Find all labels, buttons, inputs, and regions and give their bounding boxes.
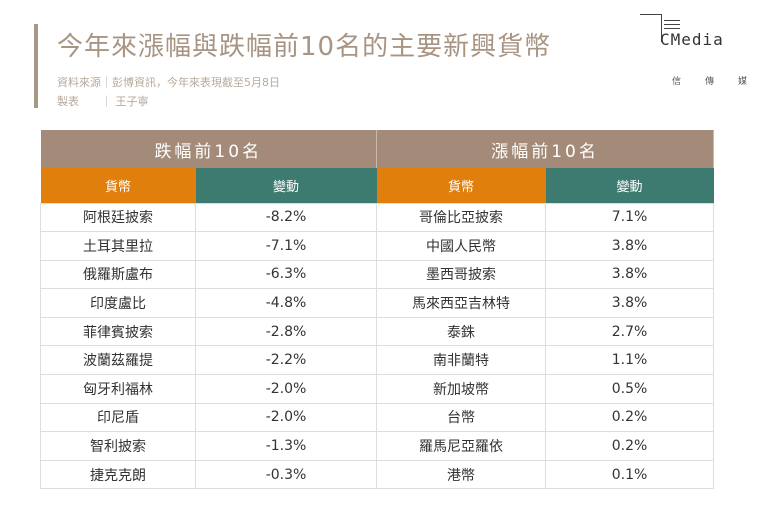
- logo-char: 信: [672, 77, 682, 87]
- gainer-currency: 新加坡幣: [376, 374, 547, 404]
- gainer-currency: 南非蘭特: [376, 345, 547, 376]
- loser-change: -0.3%: [194, 459, 378, 490]
- loser-currency: 波蘭茲羅提: [40, 345, 196, 376]
- gainer-change: 0.2%: [545, 431, 715, 461]
- loser-currency: 智利披索: [40, 431, 196, 461]
- gainer-currency: 港幣: [376, 459, 547, 490]
- loser-change: -1.3%: [194, 431, 378, 461]
- gainer-change: 3.8%: [545, 259, 715, 290]
- loser-change: -6.3%: [194, 259, 378, 290]
- loser-change: -7.1%: [194, 231, 378, 261]
- table-row: 土耳其里拉 -7.1% 中國人民幣 3.8%: [40, 231, 715, 261]
- gainer-change: 3.8%: [545, 231, 715, 261]
- table-row: 波蘭茲羅提 -2.2% 南非蘭特 1.1%: [40, 345, 715, 376]
- loser-currency: 土耳其里拉: [40, 231, 196, 261]
- table-row: 印尼盾 -2.0% 台幣 0.2%: [40, 402, 715, 433]
- currency-table: 跌幅前10名 漲幅前10名 貨幣 變動 貨幣 變動 阿根廷披索 -8.2% 哥倫比亞…: [40, 130, 715, 490]
- author-line: 製表 ｜ 王子寧: [57, 95, 149, 108]
- gainer-change: 7.1%: [545, 202, 715, 233]
- gainers-currency-header: 貨幣: [376, 168, 546, 203]
- gainer-currency: 泰銖: [376, 316, 547, 347]
- loser-change: -8.2%: [194, 202, 378, 233]
- losers-header: 跌幅前10名: [40, 130, 378, 168]
- gainer-currency: 哥倫比亞披索: [376, 202, 547, 233]
- gainer-currency: 馬來西亞吉林特: [376, 288, 547, 318]
- gainers-change-header: 變動: [545, 168, 714, 203]
- loser-currency: 捷克克朗: [40, 459, 196, 490]
- gainer-currency: 羅馬尼亞羅依: [376, 431, 547, 461]
- gainer-change: 1.1%: [545, 345, 715, 376]
- loser-change: -2.0%: [194, 374, 378, 404]
- gainers-header: 漲幅前10名: [376, 130, 715, 168]
- loser-currency: 印度盧比: [40, 288, 196, 318]
- loser-change: -2.2%: [194, 345, 378, 376]
- logo-char: 媒: [738, 77, 748, 87]
- loser-currency: 阿根廷披索: [40, 202, 196, 233]
- loser-currency: 菲律賓披索: [40, 316, 196, 347]
- gainer-change: 0.1%: [545, 459, 715, 490]
- gainer-currency: 台幣: [376, 402, 547, 433]
- source-line: 資料來源｜彭博資訊，今年來表現截至5月8日: [57, 76, 280, 89]
- loser-currency: 匈牙利福林: [40, 374, 196, 404]
- gainer-change: 3.8%: [545, 288, 715, 318]
- table-row: 菲律賓披索 -2.8% 泰銖 2.7%: [40, 316, 715, 347]
- gainer-change: 2.7%: [545, 316, 715, 347]
- cmedia-logo: CMedia 信 傳 媒: [640, 14, 750, 87]
- logo-text: CMedia: [660, 30, 724, 49]
- table-row: 俄羅斯盧布 -6.3% 墨西哥披索 3.8%: [40, 259, 715, 290]
- page-title: 今年來漲幅與跌幅前10名的主要新興貨幣: [57, 32, 552, 62]
- table-row: 捷克克朗 -0.3% 港幣 0.1%: [40, 459, 715, 490]
- table-row: 智利披索 -1.3% 羅馬尼亞羅依 0.2%: [40, 431, 715, 461]
- logo-char: 傳: [705, 77, 715, 87]
- loser-currency: 俄羅斯盧布: [40, 259, 196, 290]
- loser-change: -4.8%: [194, 288, 378, 318]
- table-row: 匈牙利福林 -2.0% 新加坡幣 0.5%: [40, 374, 715, 404]
- loser-change: -2.8%: [194, 316, 378, 347]
- loser-change: -2.0%: [194, 402, 378, 433]
- table-row: 印度盧比 -4.8% 馬來西亞吉林特 3.8%: [40, 288, 715, 318]
- loser-currency: 印尼盾: [40, 402, 196, 433]
- losers-currency-header: 貨幣: [40, 168, 196, 203]
- gainer-currency: 中國人民幣: [376, 231, 547, 261]
- title-accent-bar: [34, 24, 38, 108]
- gainer-currency: 墨西哥披索: [376, 259, 547, 290]
- gainer-change: 0.2%: [545, 402, 715, 433]
- gainer-change: 0.5%: [545, 374, 715, 404]
- losers-change-header: 變動: [195, 168, 377, 203]
- table-row: 阿根廷披索 -8.2% 哥倫比亞披索 7.1%: [40, 202, 715, 233]
